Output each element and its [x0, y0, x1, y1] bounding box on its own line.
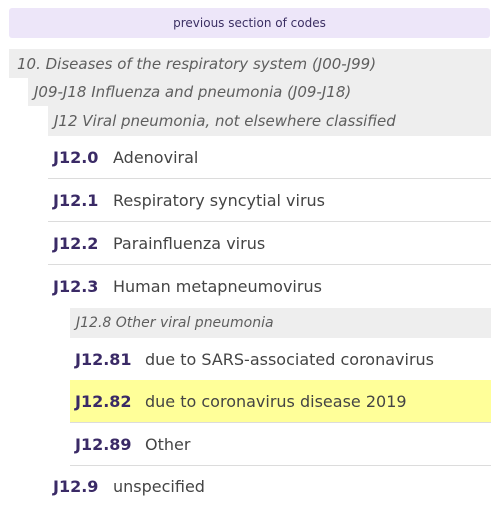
code-description: Parainfluenza virus: [113, 233, 266, 253]
code-description: due to SARS-associated coronavirus: [145, 349, 435, 369]
code-link[interactable]: J12.82: [75, 391, 132, 411]
code-description: Respiratory syncytial virus: [113, 190, 325, 210]
code-link[interactable]: J12.81: [75, 349, 132, 369]
code-row-j12-82[interactable]: J12.82 due to coronavirus disease 2019: [70, 380, 491, 423]
code-description: unspecified: [113, 476, 205, 496]
code-row-j12-1[interactable]: J12.1 Respiratory syncytial virus: [48, 179, 491, 222]
code-row-j12-81[interactable]: J12.81 due to SARS-associated coronaviru…: [70, 338, 491, 381]
breadcrumb-block[interactable]: J09-J18 Influenza and pneumonia (J09-J18…: [28, 78, 491, 106]
code-link[interactable]: J12.89: [75, 434, 132, 454]
code-row-j12-0[interactable]: J12.0 Adenoviral: [48, 136, 491, 179]
code-description: Other: [145, 434, 191, 454]
code-description: due to coronavirus disease 2019: [145, 391, 407, 411]
code-row-j12-3[interactable]: J12.3 Human metapneumovirus: [48, 265, 491, 308]
code-row-j12-89[interactable]: J12.89 Other: [70, 423, 491, 466]
code-row-j12-9[interactable]: J12.9 unspecified: [48, 466, 491, 506]
breadcrumb-category[interactable]: J12 Viral pneumonia, not elsewhere class…: [48, 106, 491, 136]
breadcrumb-chapter[interactable]: 10. Diseases of the respiratory system (…: [9, 49, 491, 78]
code-link[interactable]: J12.0: [53, 147, 99, 167]
code-link[interactable]: J12.1: [53, 190, 99, 210]
code-link[interactable]: J12.9: [53, 476, 99, 496]
code-description: Adenoviral: [113, 147, 199, 167]
code-link[interactable]: J12.2: [53, 233, 99, 253]
previous-section-button[interactable]: previous section of codes: [9, 8, 490, 38]
code-description: Human metapneumovirus: [113, 277, 322, 296]
code-row-j12-2[interactable]: J12.2 Parainfluenza virus: [48, 222, 491, 265]
subgroup-header[interactable]: J12.8 Other viral pneumonia: [70, 308, 491, 338]
code-link[interactable]: J12.3: [53, 277, 99, 296]
